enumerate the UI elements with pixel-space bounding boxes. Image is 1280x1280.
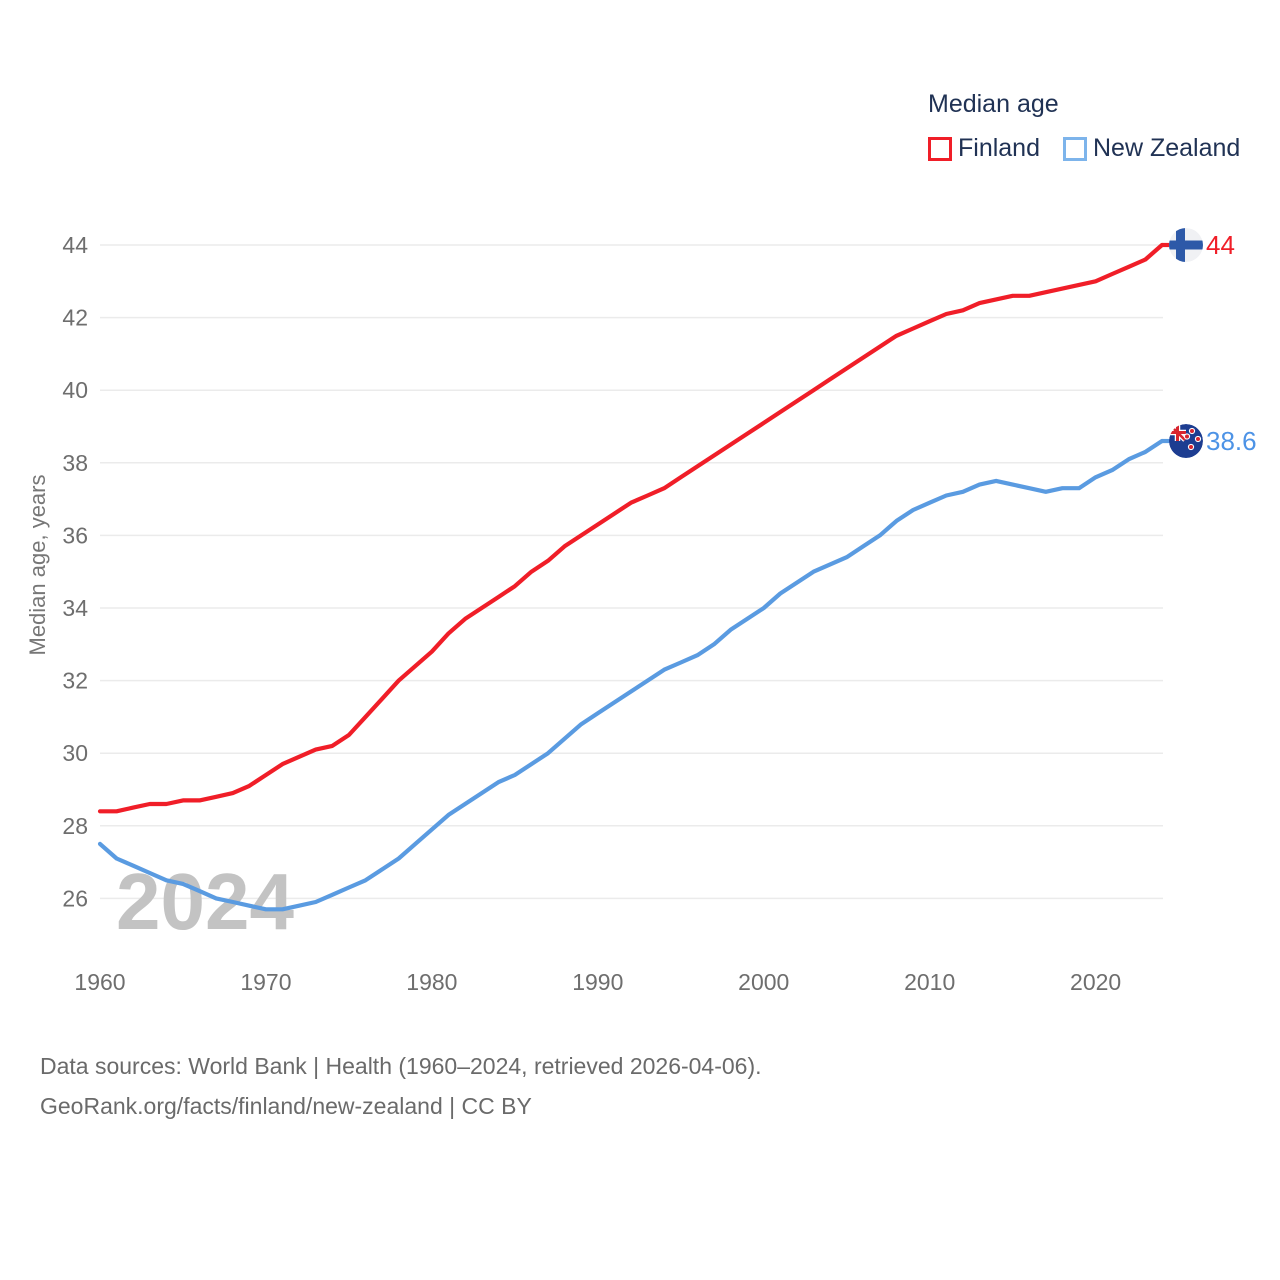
x-tick-label: 2020	[1070, 969, 1121, 995]
legend-title: Median age	[928, 90, 1059, 118]
y-tick-label: 30	[62, 740, 88, 766]
finland-flag-icon	[1169, 228, 1203, 262]
chart-footer: Data sources: World Bank | Health (1960–…	[40, 1046, 762, 1126]
x-tick-label: 1980	[406, 969, 457, 995]
series-line-new-zealand	[97, 438, 1165, 912]
y-tick-label: 38	[62, 450, 88, 476]
x-tick-label: 1990	[572, 969, 623, 995]
x-tick-label: 1960	[74, 969, 125, 995]
y-tick-label: 34	[62, 595, 88, 621]
legend-item-finland[interactable]: Finland	[928, 134, 1040, 163]
y-tick-label: 42	[62, 305, 88, 331]
new-zealand-flag-icon	[1169, 424, 1203, 458]
y-tick-label: 36	[62, 522, 88, 548]
legend-item-new-zealand[interactable]: New Zealand	[1063, 134, 1240, 163]
legend-items: Finland New Zealand	[928, 134, 1248, 163]
y-tick-label: 26	[62, 885, 88, 911]
y-tick-label: 32	[62, 668, 88, 694]
end-label-new-zealand: 38.6	[1206, 426, 1257, 456]
y-tick-label: 28	[62, 813, 88, 839]
new-zealand-swatch-icon	[1063, 136, 1087, 161]
y-tick-label: 40	[62, 377, 88, 403]
x-tick-label: 2000	[738, 969, 789, 995]
x-tick-label: 1970	[240, 969, 291, 995]
end-label-finland: 44	[1206, 230, 1235, 260]
x-tick-label: 2010	[904, 969, 955, 995]
data-sources-text: Data sources: World Bank | Health (1960–…	[40, 1053, 762, 1079]
y-tick-label: 44	[62, 232, 88, 258]
attribution-text: GeoRank.org/facts/finland/new-zealand | …	[40, 1093, 532, 1119]
series-line-finland	[97, 242, 1165, 814]
legend: Median age Finland New Zealand	[928, 90, 1248, 163]
y-axis-title: Median age, years	[25, 475, 50, 656]
finland-swatch-icon	[928, 136, 952, 161]
legend-item-label: New Zealand	[1093, 134, 1241, 162]
legend-item-label: Finland	[958, 134, 1040, 162]
